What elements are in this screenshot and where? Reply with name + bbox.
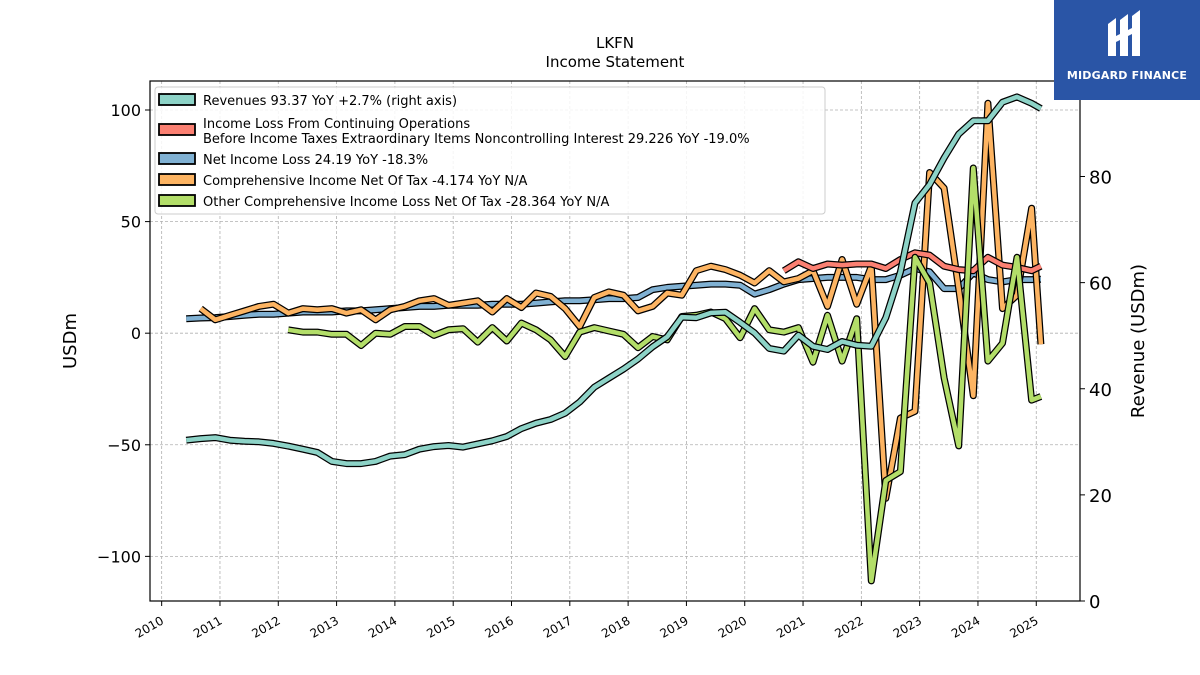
- y-tick-label: 0: [131, 324, 141, 343]
- logo-text: MIDGARD FINANCE: [1066, 69, 1188, 82]
- y-tick-label: −100: [97, 547, 141, 566]
- y2-axis-label: Revenue (USDm): [1128, 264, 1149, 418]
- series-0-line: [185, 94, 1043, 466]
- y2-tick-label: 60: [1089, 274, 1112, 295]
- plot-area: [185, 93, 1045, 585]
- midgard-finance-logo: MIDGARD FINANCE: [1054, 0, 1200, 100]
- x-tick-label: 2021: [774, 613, 807, 640]
- logo-mark-icon: [1108, 10, 1140, 56]
- y-axis-right: 0 20 40 60 80: [1080, 168, 1112, 613]
- y-tick-label: 100: [110, 101, 141, 120]
- legend-label: Other Comprehensive Income Loss Net Of T…: [203, 195, 609, 210]
- chart-subtitle: Income Statement: [546, 53, 685, 71]
- legend-swatch: [158, 123, 196, 136]
- legend-box: [154, 86, 826, 215]
- x-tick-label: 2015: [424, 613, 457, 640]
- legend-swatch: [158, 194, 196, 207]
- y2-tick-label: 20: [1089, 486, 1112, 507]
- x-tick-label: 2012: [249, 613, 282, 640]
- y-tick-label: 50: [121, 213, 141, 232]
- legend-label: Revenues 93.37 YoY +2.7% (right axis): [203, 94, 457, 109]
- plot-frame: [149, 80, 1081, 602]
- x-tick-label: 2023: [891, 613, 924, 640]
- x-tick-label: 2020: [716, 613, 749, 640]
- y2-tick-label: 80: [1089, 168, 1112, 189]
- x-tick-label: 2014: [366, 613, 399, 640]
- x-tick-label: 2019: [657, 613, 690, 640]
- legend-label: Before Income Taxes Extraordinary Items …: [203, 132, 750, 147]
- x-axis: 2010 2011 2012 2013 2014 2015 2016 2017 2018 2019…: [133, 601, 1041, 641]
- y-axis-left: −100 −50 0 50 100: [97, 101, 150, 566]
- legend-swatch: [158, 152, 196, 165]
- x-tick-label: 2016: [483, 613, 516, 640]
- x-tick-label: 2010: [133, 613, 166, 640]
- x-tick-label: 2018: [599, 613, 632, 640]
- y-tick-label: −50: [107, 436, 141, 455]
- x-tick-label: 2017: [541, 613, 574, 640]
- legend-label: Comprehensive Income Net Of Tax -4.174 Y…: [203, 174, 528, 189]
- legend-label: Income Loss From Continuing Operations: [203, 117, 470, 132]
- y-axis-label: USDm: [60, 313, 81, 369]
- x-tick-label: 2025: [1007, 613, 1040, 640]
- legend-swatch: [158, 93, 196, 106]
- x-tick-label: 2022: [832, 613, 865, 640]
- x-tick-label: 2013: [308, 613, 341, 640]
- x-tick-label: 2011: [191, 613, 224, 640]
- chart-title: LKFN: [596, 34, 634, 52]
- series-1-line: [782, 250, 1042, 273]
- legend-label: Net Income Loss 24.19 YoY -18.3%: [203, 153, 428, 168]
- legend: Revenues 93.37 YoY +2.7% (right axis) Inc…: [154, 86, 826, 215]
- legend-swatch: [158, 173, 196, 186]
- y2-tick-label: 40: [1089, 380, 1112, 401]
- y2-tick-label: 0: [1089, 592, 1100, 613]
- x-tick-label: 2024: [949, 613, 982, 640]
